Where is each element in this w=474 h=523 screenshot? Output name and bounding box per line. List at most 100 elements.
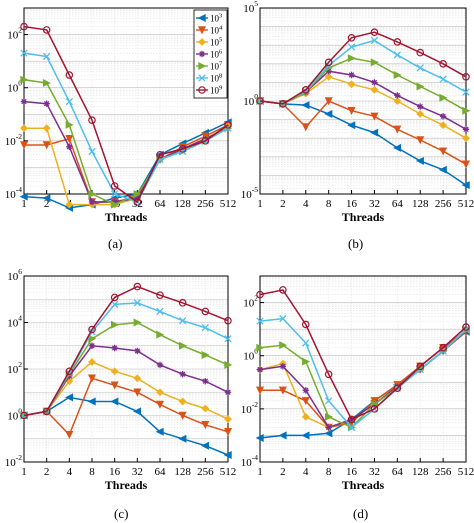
series-point	[224, 415, 232, 424]
series-point	[65, 367, 74, 376]
series-point	[416, 136, 425, 145]
series-point	[20, 49, 28, 57]
series-point	[223, 450, 232, 460]
x-tick-label: 1	[21, 466, 27, 478]
y-tick-label-exponent: 0	[18, 407, 22, 416]
series-point	[301, 397, 310, 406]
x-tick-label: 8	[326, 198, 332, 210]
series-point	[256, 343, 265, 352]
series-point	[224, 121, 232, 129]
y-tick-label-exponent: -4	[252, 453, 258, 462]
series-line	[259, 100, 467, 186]
series-point	[279, 363, 287, 370]
series-point	[278, 386, 287, 395]
series-point	[88, 342, 96, 349]
legend-entry: 106	[210, 49, 223, 60]
series-point	[224, 389, 232, 396]
series-point	[88, 198, 96, 206]
legend-entry-exponent: 8	[219, 73, 222, 80]
legend-marker	[197, 26, 207, 35]
series-point	[42, 407, 51, 416]
y-tick-label: 10-2	[5, 132, 22, 148]
panel-label-c: (c)	[114, 506, 129, 521]
series-point	[347, 415, 356, 424]
series-point	[439, 113, 447, 120]
legend-entry-exponent: 3	[219, 13, 222, 20]
series-point	[20, 75, 29, 84]
x-tick-label: 32	[369, 198, 380, 210]
series-point	[325, 424, 332, 431]
series-line	[23, 285, 229, 417]
series-point	[462, 325, 470, 333]
series-point	[416, 110, 425, 118]
y-tick-label: 10-2	[5, 453, 22, 469]
x-tick-label: 256	[435, 466, 452, 478]
x-tick-label: 2	[280, 466, 286, 478]
series-point	[394, 92, 401, 99]
x-tick-label: 2	[44, 466, 50, 478]
series-point	[42, 124, 51, 133]
y-tick-label: 100	[243, 347, 258, 363]
series-point	[417, 103, 424, 110]
series-point	[156, 388, 164, 397]
series-point	[134, 347, 141, 355]
series-point	[133, 189, 142, 199]
x-tick-label: 32	[369, 466, 380, 478]
x-tick-label: 1	[257, 466, 263, 478]
series-point	[347, 54, 356, 63]
legend-marker	[197, 13, 206, 23]
x-tick-label: 512	[220, 466, 237, 478]
series-point	[133, 318, 142, 327]
series-line	[23, 377, 229, 437]
x-tick-label: 2	[44, 198, 50, 210]
series-point	[201, 137, 210, 145]
series-point	[110, 381, 119, 390]
series-point	[133, 299, 141, 307]
x-tick-label: 64	[155, 198, 167, 210]
series-point	[201, 307, 210, 316]
series-point	[111, 198, 118, 206]
series-point	[65, 120, 74, 129]
x-tick-label: 4	[303, 198, 309, 210]
series-point	[416, 362, 425, 371]
x-tick-label: 16	[109, 466, 121, 478]
x-tick-label: 16	[346, 466, 358, 478]
series-point	[201, 350, 210, 360]
y-tick-label: 10-4	[5, 185, 22, 201]
series-point	[201, 441, 210, 450]
series-point	[416, 64, 424, 72]
series-point	[178, 299, 187, 307]
x-tick-label: 512	[458, 198, 474, 210]
series-point	[256, 317, 264, 325]
series-point	[178, 341, 187, 350]
series-point	[87, 397, 96, 406]
y-tick-label: 100	[7, 407, 22, 423]
y-tick-label-exponent: 6	[18, 267, 22, 276]
series-point	[201, 421, 210, 430]
series-point	[462, 126, 470, 133]
series-point	[65, 393, 74, 402]
series-line	[259, 289, 467, 421]
x-axis-label: Threads	[105, 478, 148, 492]
series-point	[256, 366, 264, 373]
series-point	[279, 286, 287, 294]
series-point	[19, 141, 29, 150]
series-point	[42, 194, 51, 203]
series-point	[415, 156, 424, 165]
series-point	[156, 291, 164, 299]
x-axis-label: Threads	[105, 210, 148, 224]
series-point	[439, 147, 448, 156]
series-point	[370, 405, 379, 413]
x-tick-label: 512	[458, 466, 474, 478]
series-point	[156, 361, 164, 369]
y-tick-label-exponent: -5	[252, 185, 258, 194]
y-tick-label-exponent: -4	[16, 185, 22, 194]
series-point	[370, 128, 379, 137]
series-point	[393, 38, 402, 46]
series-point	[42, 26, 51, 34]
series-point	[438, 165, 447, 174]
series-point	[325, 68, 332, 75]
y-tick-label-exponent: -2	[16, 132, 22, 141]
legend-entry: 109	[210, 85, 222, 96]
series-point	[462, 106, 471, 115]
